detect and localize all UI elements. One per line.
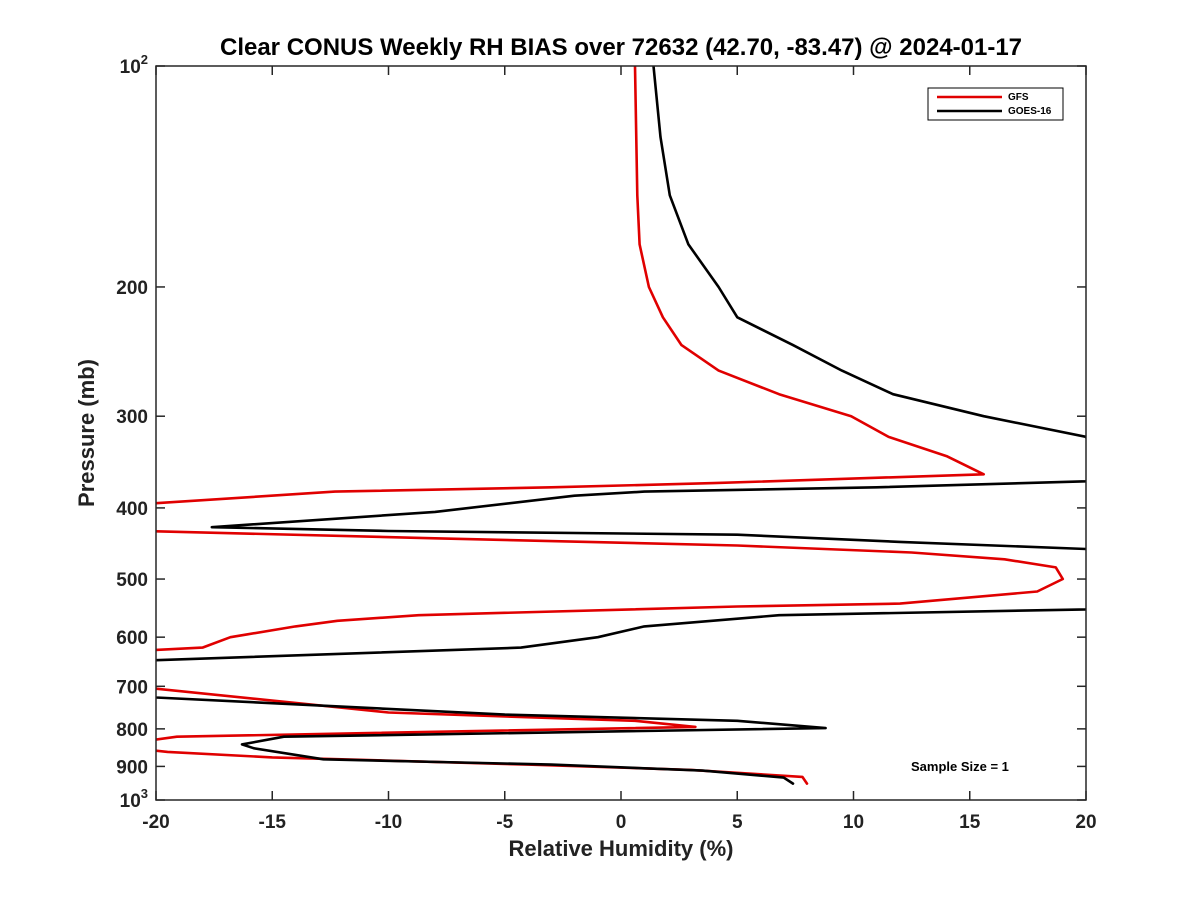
y-tick-label: 900 — [116, 757, 148, 778]
series-layer — [156, 66, 1086, 785]
y-tick-label: 103 — [120, 786, 148, 812]
y-tick-label: 700 — [116, 677, 148, 698]
x-tick-label: -10 — [375, 812, 402, 833]
x-axis-label: Relative Humidity (%) — [509, 836, 734, 861]
sample-size-annotation: Sample Size = 1 — [911, 759, 1009, 774]
y-axis-label: Pressure (mb) — [74, 359, 99, 507]
legend: GFS GOES-16 — [927, 87, 1064, 121]
x-tick-label: 20 — [1075, 812, 1096, 833]
x-axis: -20 -15 -10 -5 0 5 10 15 20 — [142, 66, 1097, 833]
y-tick-label: 400 — [116, 499, 148, 520]
y-tick-label: 200 — [116, 278, 148, 299]
y-tick-label: 102 — [120, 52, 148, 78]
x-tick-label: -5 — [496, 812, 513, 833]
x-tick-label: -15 — [259, 812, 287, 833]
series-line-gfs — [156, 66, 1065, 785]
y-tick-label: 300 — [116, 407, 148, 428]
y-axis: 102 200 300 400 500 600 700 800 900 103 — [116, 52, 1086, 812]
x-tick-label: 0 — [616, 812, 627, 833]
x-tick-label: 10 — [843, 812, 864, 833]
legend-box — [927, 87, 1064, 121]
legend-label-gfs: GFS — [1008, 92, 1029, 103]
x-tick-label: 5 — [732, 812, 743, 833]
x-tick-label: -20 — [142, 812, 169, 833]
y-tick-label: 800 — [116, 720, 148, 741]
y-tick-label: 500 — [116, 570, 148, 591]
legend-label-goes-16: GOES-16 — [1008, 106, 1052, 117]
x-tick-label: 15 — [959, 812, 981, 833]
plot-frame — [155, 65, 1087, 801]
chart-title: Clear CONUS Weekly RH BIAS over 72632 (4… — [220, 34, 1022, 61]
y-tick-label: 600 — [116, 628, 148, 649]
series-line-goes-16 — [156, 66, 1086, 785]
